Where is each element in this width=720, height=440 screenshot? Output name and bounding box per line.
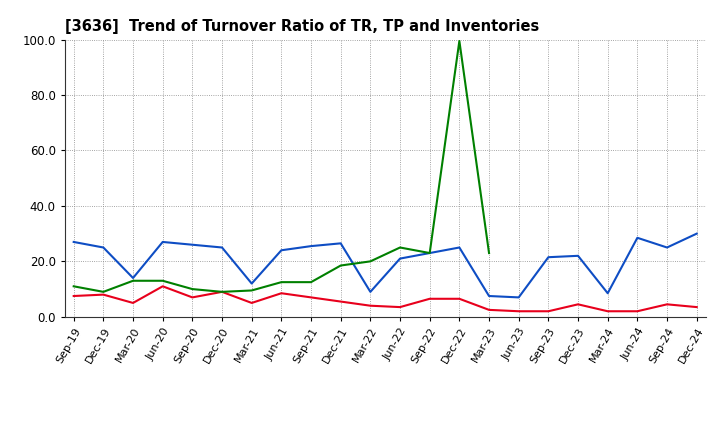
Trade Payables <box>336 241 345 246</box>
Trade Payables <box>217 245 226 250</box>
Inventories <box>277 279 286 285</box>
Inventories <box>366 259 374 264</box>
Trade Payables <box>69 239 78 245</box>
Trade Receivables <box>248 300 256 305</box>
Inventories <box>129 278 138 283</box>
Trade Payables <box>366 289 374 294</box>
Inventories <box>99 289 108 294</box>
Trade Receivables <box>485 307 493 312</box>
Trade Receivables <box>69 293 78 299</box>
Trade Receivables <box>426 296 434 301</box>
Trade Payables <box>662 245 671 250</box>
Line: Trade Receivables: Trade Receivables <box>73 286 697 311</box>
Trade Payables <box>514 295 523 300</box>
Trade Payables <box>99 245 108 250</box>
Inventories <box>248 288 256 293</box>
Trade Receivables <box>129 300 138 305</box>
Trade Payables <box>158 239 167 245</box>
Trade Receivables <box>336 299 345 304</box>
Trade Receivables <box>633 308 642 314</box>
Line: Trade Payables: Trade Payables <box>73 234 697 297</box>
Inventories <box>69 284 78 289</box>
Trade Receivables <box>307 295 315 300</box>
Inventories <box>307 279 315 285</box>
Trade Receivables <box>99 292 108 297</box>
Trade Receivables <box>366 303 374 308</box>
Inventories <box>396 245 405 250</box>
Trade Payables <box>129 275 138 281</box>
Trade Receivables <box>277 290 286 296</box>
Trade Receivables <box>514 308 523 314</box>
Trade Receivables <box>662 302 671 307</box>
Line: Inventories: Inventories <box>73 41 489 292</box>
Inventories <box>217 289 226 294</box>
Trade Payables <box>396 256 405 261</box>
Trade Payables <box>455 245 464 250</box>
Trade Receivables <box>455 296 464 301</box>
Inventories <box>455 38 464 44</box>
Trade Payables <box>248 281 256 286</box>
Inventories <box>485 250 493 256</box>
Inventories <box>336 263 345 268</box>
Trade Receivables <box>158 284 167 289</box>
Trade Receivables <box>396 304 405 310</box>
Trade Payables <box>188 242 197 247</box>
Trade Payables <box>574 253 582 258</box>
Text: [3636]  Trend of Turnover Ratio of TR, TP and Inventories: [3636] Trend of Turnover Ratio of TR, TP… <box>65 19 539 34</box>
Trade Receivables <box>574 302 582 307</box>
Trade Payables <box>277 248 286 253</box>
Inventories <box>426 250 434 256</box>
Trade Payables <box>544 255 553 260</box>
Inventories <box>158 278 167 283</box>
Trade Payables <box>485 293 493 299</box>
Inventories <box>188 286 197 292</box>
Trade Receivables <box>217 289 226 294</box>
Trade Payables <box>426 250 434 256</box>
Trade Payables <box>603 290 612 296</box>
Trade Payables <box>693 231 701 236</box>
Trade Receivables <box>544 308 553 314</box>
Trade Payables <box>307 243 315 249</box>
Trade Receivables <box>693 304 701 310</box>
Trade Payables <box>633 235 642 240</box>
Trade Receivables <box>603 308 612 314</box>
Trade Receivables <box>188 295 197 300</box>
